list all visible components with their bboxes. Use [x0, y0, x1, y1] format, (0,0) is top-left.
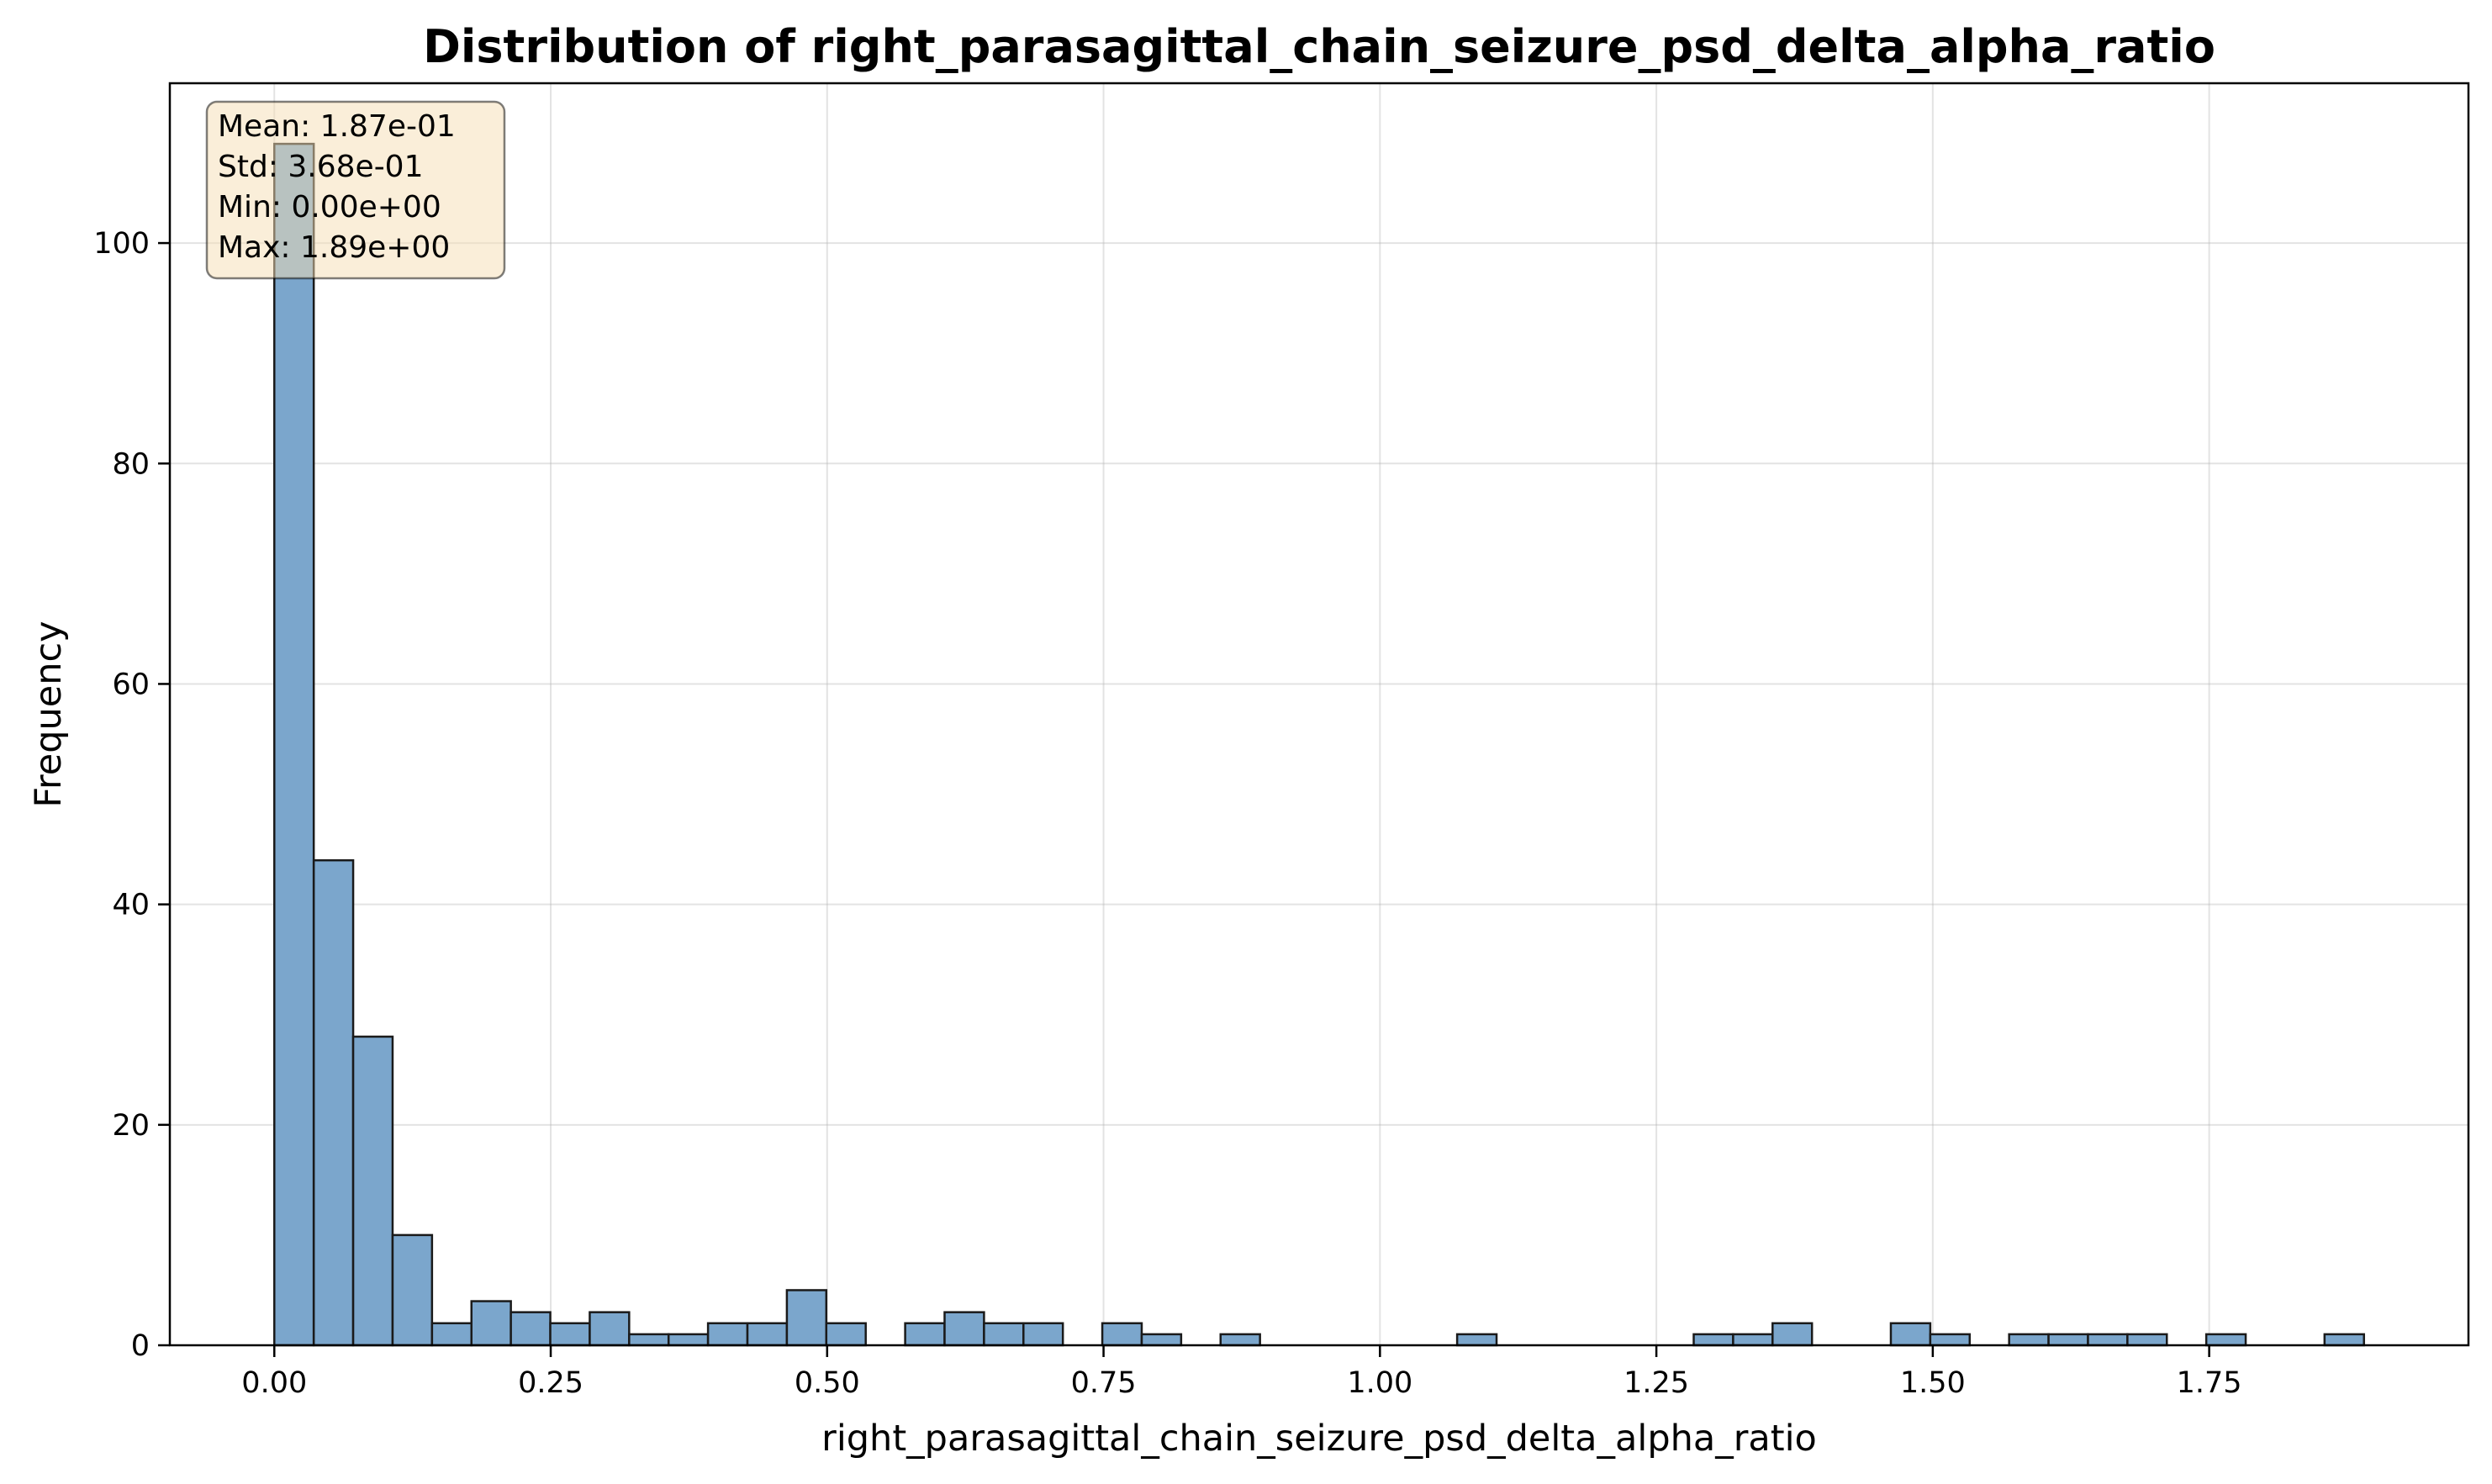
histogram-bar	[825, 1322, 867, 1347]
histogram-bar	[549, 1322, 591, 1347]
x-tick-label: 0.75	[1071, 1366, 1137, 1400]
stats-box: Mean: 1.87e-01 Std: 3.68e-01 Min: 0.00e+…	[205, 100, 506, 280]
histogram-bar	[785, 1289, 828, 1347]
histogram-bar	[509, 1311, 552, 1347]
chart-title: Distribution of right_parasagittal_chain…	[423, 20, 2215, 73]
x-tick-label: 1.00	[1347, 1366, 1412, 1400]
x-tick-label: 1.50	[1900, 1366, 1966, 1400]
y-tick-label: 40	[112, 889, 150, 922]
x-tick-label: 0.50	[795, 1366, 860, 1400]
histogram-bar	[430, 1322, 473, 1347]
y-tick-label: 20	[112, 1109, 150, 1143]
histogram-bar	[470, 1300, 512, 1347]
y-tick-label: 60	[112, 668, 150, 701]
stats-max: Max: 1.89e+00	[218, 230, 450, 265]
histogram-bar	[2047, 1333, 2089, 1347]
stats-box-background	[205, 100, 506, 280]
histogram-bar	[2087, 1333, 2129, 1347]
y-tick-label: 80	[112, 447, 150, 481]
y-tick-label: 100	[93, 227, 150, 261]
histogram-bar	[1929, 1333, 1972, 1347]
histogram-bar	[1455, 1333, 1498, 1347]
histogram-bar	[2126, 1333, 2168, 1347]
histogram-bar	[2323, 1333, 2365, 1347]
x-tick-label: 0.00	[241, 1366, 307, 1400]
stats-mean: Mean: 1.87e-01	[218, 109, 456, 144]
histogram-bar	[983, 1322, 1025, 1347]
x-tick-label: 0.25	[518, 1366, 583, 1400]
grid-layer	[170, 83, 2468, 1346]
histogram-bar	[589, 1311, 631, 1347]
histogram-bar	[351, 1035, 394, 1347]
histogram-bar	[1889, 1322, 1932, 1347]
axes-frame	[168, 82, 2470, 1347]
histogram-bar	[312, 858, 355, 1347]
histogram-bar	[1219, 1333, 1261, 1347]
histogram-bar	[904, 1322, 946, 1347]
ticks-layer: 0.00 0.25 0.50 0.75 1.00 1.25 1.50 1.75 0 20 40 60 8…	[93, 227, 2241, 1400]
histogram-bar	[1022, 1322, 1064, 1347]
y-axis-label: Frequency	[28, 621, 70, 807]
y-tick-label: 0	[131, 1329, 150, 1363]
histogram-bar	[1692, 1333, 1734, 1347]
histogram-bar	[1732, 1333, 1774, 1347]
stats-std: Std: 3.68e-01	[218, 150, 424, 184]
histogram-bar	[1101, 1322, 1143, 1347]
x-tick-label: 1.25	[1623, 1366, 1689, 1400]
histogram-bar	[706, 1322, 749, 1347]
x-tick-label: 1.75	[2177, 1366, 2242, 1400]
histogram-bar	[667, 1333, 710, 1347]
bars-layer	[273, 142, 2365, 1347]
histogram-bar	[2204, 1333, 2247, 1347]
histogram-bar	[746, 1322, 789, 1347]
histogram-bar	[943, 1311, 985, 1347]
stats-min: Min: 0.00e+00	[218, 190, 441, 224]
histogram-bar	[2008, 1333, 2050, 1347]
histogram-bar	[391, 1233, 434, 1347]
histogram-bar	[628, 1333, 670, 1347]
x-axis-label: right_parasagittal_chain_seizure_psd_del…	[821, 1418, 1817, 1460]
histogram-bar	[1140, 1333, 1183, 1347]
histogram-bar	[1771, 1322, 1814, 1347]
histogram-bar	[273, 142, 315, 1347]
